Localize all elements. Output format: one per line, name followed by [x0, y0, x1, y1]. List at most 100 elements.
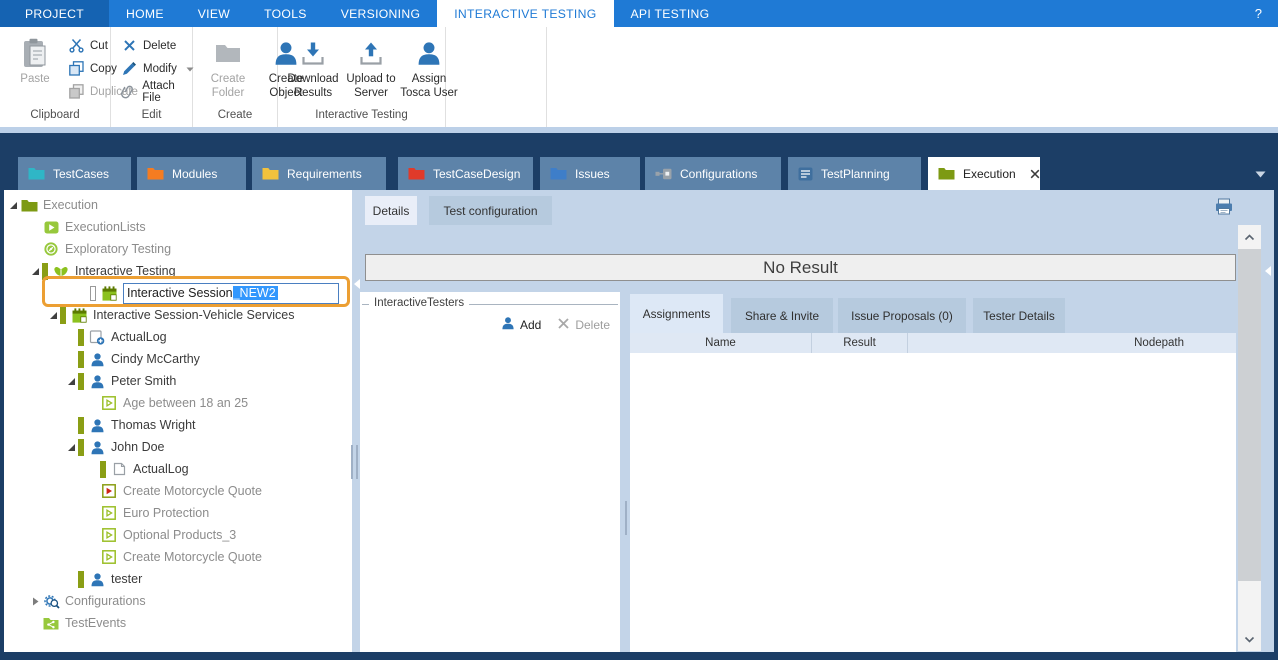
ribbon-group-edit: Delete Modify Attach File Edit: [111, 27, 194, 127]
chevron-down-icon[interactable]: [1255, 165, 1266, 183]
tree-item-cindy-mccarthy[interactable]: Cindy McCarthy: [4, 348, 352, 370]
tree-item-create-motorcycle-quote[interactable]: Create Motorcycle Quote: [4, 480, 352, 502]
result-banner: No Result: [365, 254, 1236, 281]
menu-tab-versioning[interactable]: VERSIONING: [340, 6, 421, 21]
rename-selected-text: _NEW2: [232, 286, 278, 300]
add-tester-button[interactable]: Add: [501, 316, 541, 333]
tree-collapse-arrow-icon[interactable]: [354, 279, 360, 289]
scroll-down-button[interactable]: [1238, 627, 1261, 651]
share-folder-icon: [42, 617, 60, 630]
panel-collapse-arrow-icon[interactable]: [1265, 266, 1271, 276]
tab-details[interactable]: Details: [365, 196, 417, 225]
ribbon-group-label: Interactive Testing: [315, 109, 408, 121]
create-object-button[interactable]: Create Object: [257, 30, 315, 100]
tree-item-create-motorcycle-quote[interactable]: Create Motorcycle Quote: [4, 546, 352, 568]
folder-icon: [408, 167, 425, 180]
vertical-scrollbar[interactable]: [1238, 225, 1261, 651]
tree-item-peter-smith[interactable]: Peter Smith: [4, 370, 352, 392]
paste-button[interactable]: Paste: [6, 30, 64, 87]
tab-test-configuration[interactable]: Test configuration: [429, 196, 552, 225]
status-bar: [78, 416, 84, 434]
workspace-tab-configurations[interactable]: Configurations: [645, 157, 781, 190]
tab-share-invite[interactable]: Share & Invite: [731, 298, 833, 333]
modify-button[interactable]: Modify: [117, 57, 198, 80]
tab-tester-details[interactable]: Tester Details: [973, 298, 1065, 333]
person-icon: [416, 35, 442, 71]
scrollbar-thumb[interactable]: [1238, 249, 1261, 581]
menu-tab-home[interactable]: HOME: [125, 6, 164, 21]
print-icon[interactable]: [1214, 198, 1234, 220]
assign-tosca-user-button[interactable]: Assign Tosca User: [400, 30, 458, 100]
tree-item-age-between-18-an-25[interactable]: Age between 18 an 25: [4, 392, 352, 414]
create-folder-button[interactable]: Create Folder: [199, 30, 257, 100]
menu-tab-view[interactable]: VIEW: [197, 6, 231, 21]
tree-item-interactive-testing[interactable]: Interactive Testing: [4, 260, 352, 282]
status-bar: [78, 350, 84, 368]
workspace-tab-testcasedesign[interactable]: TestCaseDesign: [398, 157, 533, 190]
tree-item-john-doe[interactable]: John Doe: [4, 436, 352, 458]
person-icon: [88, 572, 106, 587]
cut-button[interactable]: Cut: [64, 34, 142, 57]
tree-splitter-handle[interactable]: [351, 445, 358, 479]
tree-item-executionlists[interactable]: ExecutionLists: [4, 216, 352, 238]
expander-open-icon: [64, 377, 78, 386]
workspace-tab-testplanning[interactable]: TestPlanning: [788, 157, 921, 190]
attach-file-button[interactable]: Attach File: [117, 80, 198, 104]
tree-item-actuallog[interactable]: ActualLog: [4, 326, 352, 348]
tree-item-label: Thomas Wright: [111, 418, 196, 432]
tree-item-thomas-wright[interactable]: Thomas Wright: [4, 414, 352, 436]
tab-assignments[interactable]: Assignments: [630, 294, 723, 333]
tab-issue-proposals-0[interactable]: Issue Proposals (0): [838, 298, 966, 333]
menu-tab-project[interactable]: PROJECT: [0, 0, 109, 27]
x-icon: [557, 317, 570, 333]
workspace-tab-issues[interactable]: Issues: [540, 157, 640, 190]
tree-item-interactive-session[interactable]: Interactive Session _NEW2: [4, 282, 352, 304]
column-header-nodepath[interactable]: Nodepath: [1134, 337, 1184, 349]
menu-tab-api-testing[interactable]: API TESTING: [630, 6, 710, 21]
person-icon: [88, 418, 106, 433]
tree-item-label: Interactive Session-Vehicle Services: [93, 308, 295, 322]
copy-button[interactable]: Copy: [64, 57, 142, 80]
tree-item-label: ExecutionLists: [65, 220, 146, 234]
execution-tree-panel: Execution ExecutionLists Exploratory Testi…: [4, 190, 352, 652]
menu-tab-tools[interactable]: TOOLS: [264, 6, 307, 21]
testplan-icon: [798, 167, 813, 181]
folder-gray-icon: [215, 35, 241, 71]
exploratory-icon: [42, 242, 60, 256]
workspace-tab-requirements[interactable]: Requirements: [252, 157, 386, 190]
tree-item-label: Cindy McCarthy: [111, 352, 200, 366]
download-results-button[interactable]: Download Results: [284, 30, 342, 100]
tree-item-actuallog[interactable]: ActualLog: [4, 458, 352, 480]
tree-item-execution[interactable]: Execution: [4, 194, 352, 216]
folder-icon: [262, 167, 279, 180]
menu-tab-interactive-testing[interactable]: INTERACTIVE TESTING: [437, 0, 614, 27]
close-icon[interactable]: [1030, 169, 1040, 179]
window-bottom-edge: [0, 652, 1278, 660]
delete-button[interactable]: Delete: [117, 34, 198, 57]
tree-item-interactive-session-vehicle-services[interactable]: Interactive Session-Vehicle Services: [4, 304, 352, 326]
expander-open-icon: [64, 443, 78, 452]
upload-to-server-button[interactable]: Upload to Server: [342, 30, 400, 100]
folder-icon: [938, 167, 955, 180]
tree-item-optional-products-3[interactable]: Optional Products_3: [4, 524, 352, 546]
column-header-result[interactable]: Result: [812, 333, 908, 353]
paperclip-icon: [121, 84, 136, 99]
tree-item-tester[interactable]: tester: [4, 568, 352, 590]
duplicate-button[interactable]: Duplicate: [64, 80, 142, 103]
help-button[interactable]: ?: [1254, 6, 1262, 21]
column-header-name[interactable]: Name: [630, 333, 812, 353]
workspace-tab-modules[interactable]: Modules: [137, 157, 246, 190]
tree-item-euro-protection[interactable]: Euro Protection: [4, 502, 352, 524]
scroll-up-button[interactable]: [1238, 225, 1261, 249]
tree-item-testevents[interactable]: TestEvents: [4, 612, 352, 634]
workspace-tab-testcases[interactable]: TestCases: [18, 157, 131, 190]
delete-tester-button[interactable]: Delete: [557, 316, 610, 333]
tree-item-configurations[interactable]: Configurations: [4, 590, 352, 612]
groupbox-line: [362, 304, 618, 305]
tree-item-exploratory-testing[interactable]: Exploratory Testing: [4, 238, 352, 260]
rename-input[interactable]: Interactive Session _NEW2: [123, 282, 339, 304]
tree-item-label: Exploratory Testing: [65, 242, 172, 256]
folder-icon: [147, 167, 164, 180]
workspace-tab-execution[interactable]: Execution: [928, 157, 1040, 190]
